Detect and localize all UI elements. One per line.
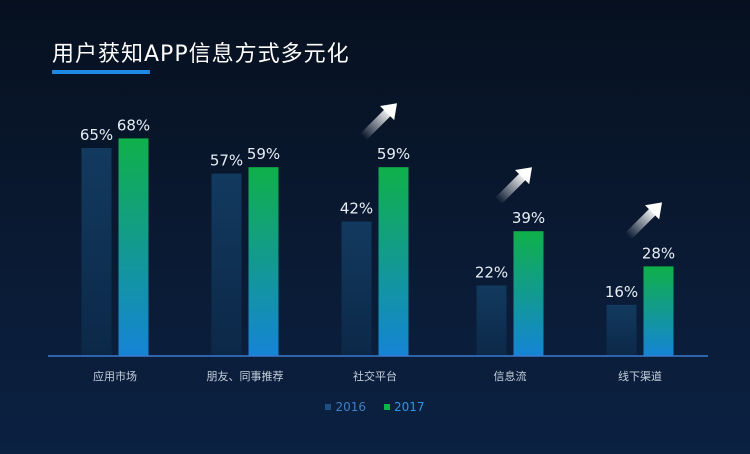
category-label-4: 线下渠道 bbox=[618, 369, 662, 383]
category-label-2: 社交平台 bbox=[353, 369, 397, 383]
growth-arrow-icon-2 bbox=[359, 103, 397, 141]
data-label-2017-1: 59% bbox=[247, 145, 280, 163]
bar-2017-3 bbox=[513, 231, 544, 356]
data-label-2016-2: 42% bbox=[340, 200, 373, 218]
growth-arrow-icon-4 bbox=[624, 202, 662, 240]
legend-swatch-2016 bbox=[325, 404, 332, 410]
category-label-1: 朋友、同事推荐 bbox=[207, 369, 284, 383]
data-label-2016-1: 57% bbox=[210, 152, 243, 170]
bar-2017-0 bbox=[118, 138, 149, 356]
title-underline bbox=[52, 70, 150, 74]
legend-item-2017[interactable]: 2017 bbox=[384, 400, 425, 414]
legend-label-2016: 2016 bbox=[335, 400, 366, 414]
bar-2016-4 bbox=[606, 304, 637, 356]
legend-label-2017: 2017 bbox=[394, 400, 425, 414]
legend: 2016 2017 bbox=[0, 400, 750, 414]
data-label-2016-4: 16% bbox=[605, 283, 638, 301]
data-label-2017-0: 68% bbox=[117, 116, 150, 134]
bar-2016-3 bbox=[476, 285, 507, 356]
bar-2016-0 bbox=[81, 148, 112, 356]
category-label-3: 信息流 bbox=[494, 369, 527, 383]
page-title: 用户获知APP信息方式多元化 bbox=[52, 42, 350, 67]
legend-swatch-2017 bbox=[384, 404, 390, 410]
data-label-2016-3: 22% bbox=[475, 264, 508, 282]
data-label-2016-0: 65% bbox=[80, 126, 113, 144]
bar-2017-2 bbox=[378, 167, 409, 356]
bar-2017-4 bbox=[643, 266, 674, 356]
growth-arrow-icon-3 bbox=[494, 167, 532, 205]
bar-2016-2 bbox=[341, 221, 372, 356]
data-label-2017-2: 59% bbox=[377, 145, 410, 163]
bar-2016-1 bbox=[211, 173, 242, 356]
legend-item-2016[interactable]: 2016 bbox=[325, 400, 366, 414]
data-label-2017-3: 39% bbox=[512, 209, 545, 227]
category-label-0: 应用市场 bbox=[93, 369, 137, 383]
bar-2017-1 bbox=[248, 167, 279, 356]
data-label-2017-4: 28% bbox=[642, 244, 675, 262]
